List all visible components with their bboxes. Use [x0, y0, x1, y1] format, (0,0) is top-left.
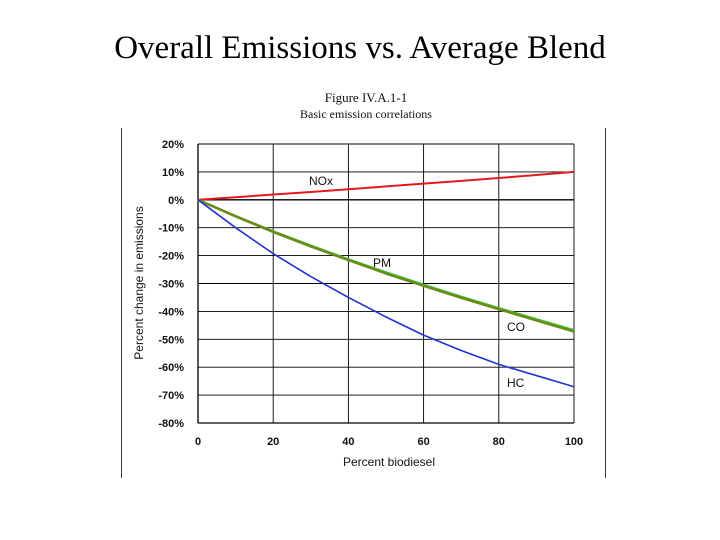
y-tick-label: 10%: [162, 167, 184, 179]
figure-title: Figure IV.A.1-1 Basic emission correlati…: [250, 90, 482, 122]
y-tick-label: -40%: [158, 306, 184, 318]
y-tick-label: 20%: [162, 139, 184, 151]
y-tick-label: -80%: [158, 418, 184, 430]
annotation-nox: NOx: [309, 174, 333, 188]
annotation-co: CO: [507, 320, 525, 334]
y-tick-label: -30%: [158, 279, 184, 291]
y-tick-label: 0%: [168, 195, 184, 207]
series-line-pm: [197, 198, 575, 333]
y-tick-label: -60%: [158, 362, 184, 374]
x-tick-label: 60: [417, 436, 429, 448]
y-tick-label: -10%: [158, 223, 184, 235]
x-tick-label: 20: [267, 436, 279, 448]
annotation-pm: PM: [373, 256, 391, 270]
slide-title: Overall Emissions vs. Average Blend: [114, 30, 606, 66]
annotation-hc: HC: [507, 376, 525, 390]
figure-frame-left: [121, 128, 122, 478]
x-tick-labels: 0 20 40 60 80 100: [195, 436, 583, 448]
x-tick-label: 100: [565, 436, 583, 448]
y-tick-label: -50%: [158, 334, 184, 346]
x-tick-label: 80: [493, 436, 505, 448]
x-tick-label: 0: [195, 436, 201, 448]
figure-frame-right: [605, 128, 606, 478]
chart-series: [197, 170, 575, 388]
y-tick-label: -20%: [158, 251, 184, 263]
series-annotations: NOx PM CO HC: [309, 174, 525, 390]
x-tick-label: 40: [342, 436, 354, 448]
series-line-nox: [197, 170, 575, 201]
y-tick-labels: 20% 10% 0% -10% -20% -30% -40% -50% -60% -70% -80%: [158, 139, 184, 430]
x-axis-label: Percent biodiesel: [343, 455, 435, 469]
y-tick-label: -70%: [158, 390, 184, 402]
figure-number: Figure IV.A.1-1: [324, 90, 408, 105]
y-axis-label: Percent change in emissions: [132, 206, 146, 359]
figure-caption: Basic emission correlations: [300, 107, 432, 121]
series-line-hc: [197, 199, 575, 388]
